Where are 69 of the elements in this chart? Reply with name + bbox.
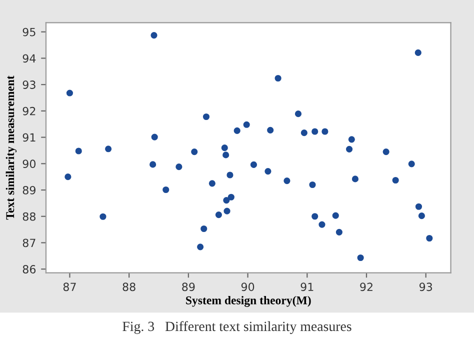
y-tick-label: 89 <box>22 186 36 194</box>
point <box>264 168 272 175</box>
point <box>200 225 208 232</box>
x-tick-label: 89 <box>182 282 195 292</box>
point <box>426 234 433 242</box>
y-tick-label: 88 <box>22 212 36 221</box>
point <box>332 212 339 219</box>
y-axis-title: Text similarity measurement <box>6 76 17 220</box>
point <box>357 254 364 262</box>
point <box>162 186 170 194</box>
point <box>348 136 355 143</box>
point <box>191 148 198 156</box>
y-tick-label: 91 <box>22 133 36 142</box>
point <box>150 32 158 39</box>
point <box>284 177 290 184</box>
point <box>224 208 230 214</box>
point <box>223 196 230 204</box>
point <box>300 130 308 136</box>
x-tick-label: 90 <box>241 282 254 292</box>
x-tick-label: 93 <box>419 282 432 292</box>
point <box>336 228 342 236</box>
point <box>312 128 318 135</box>
point <box>64 174 72 180</box>
point <box>346 146 353 152</box>
point <box>221 144 228 152</box>
point <box>318 221 326 228</box>
x-tick-label: 91 <box>300 282 314 292</box>
point <box>202 113 210 120</box>
y-tick-label: 87 <box>22 238 36 248</box>
x-tick-label: 88 <box>122 282 136 292</box>
point <box>105 146 112 152</box>
point <box>250 161 258 168</box>
point <box>66 90 74 96</box>
point <box>415 203 422 210</box>
point <box>151 134 158 140</box>
point <box>392 176 399 184</box>
point <box>150 161 156 168</box>
point <box>418 212 425 220</box>
point <box>208 180 216 187</box>
y-tick-label: 93 <box>22 80 36 89</box>
point <box>243 121 250 128</box>
point <box>75 148 82 154</box>
point <box>226 172 234 178</box>
point <box>309 181 316 188</box>
point <box>176 164 182 170</box>
point <box>294 110 302 118</box>
y-tick-label: 95 <box>22 28 36 36</box>
point <box>222 152 230 158</box>
point <box>312 213 318 220</box>
point <box>322 128 328 135</box>
caption: Fig. 3 Different text similarity measures <box>122 321 352 334</box>
y-tick-label: 92 <box>22 106 36 116</box>
x-tick-label: 87 <box>63 282 76 292</box>
point <box>382 148 390 156</box>
point <box>414 49 422 56</box>
point <box>408 160 415 168</box>
point <box>352 176 359 182</box>
point <box>234 127 240 134</box>
x-tick-label: 92 <box>360 282 372 292</box>
y-tick-label: 90 <box>22 160 36 168</box>
point <box>197 244 204 250</box>
y-tick-label: 86 <box>22 265 36 274</box>
point <box>267 126 274 134</box>
y-tick-label: 94 <box>22 54 36 63</box>
point <box>100 213 106 220</box>
point <box>228 194 234 200</box>
point <box>215 211 222 218</box>
x-axis-title: System design theory(M) <box>186 296 311 307</box>
point <box>274 74 282 82</box>
